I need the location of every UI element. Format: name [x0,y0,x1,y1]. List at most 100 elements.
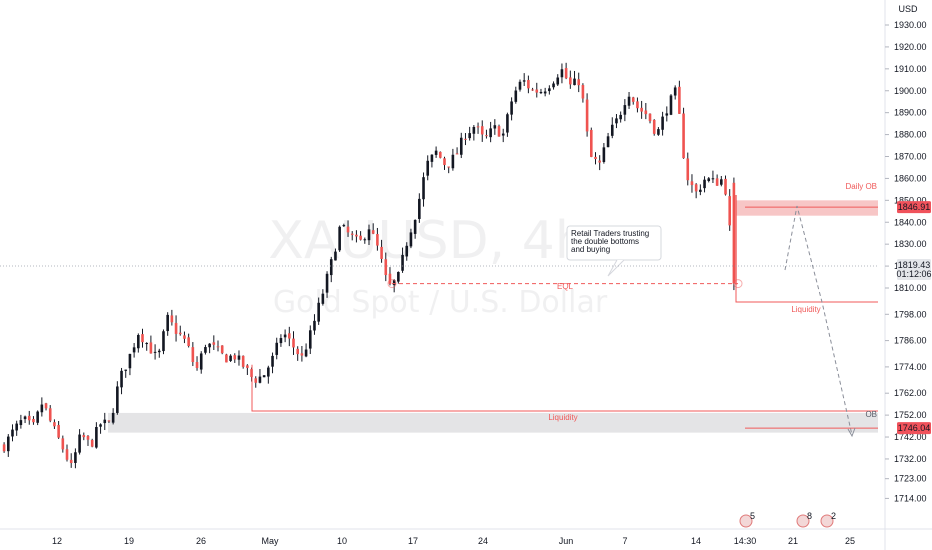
candle-body [233,355,237,360]
candle [48,405,52,423]
candle [648,113,652,124]
candle-body [86,435,90,440]
candle-body [535,89,539,93]
candle [581,83,585,103]
candle-body [606,136,610,148]
candle [128,353,132,376]
candle [598,155,601,171]
candle [602,143,606,164]
y-tick-label: 1798.00 [894,309,927,319]
candle-body [686,158,690,181]
candle-body [237,355,241,360]
candle [485,129,488,139]
y-tick-label: 1742.00 [894,432,927,442]
candle-body [451,154,455,169]
x-tick-label: 24 [478,536,488,546]
x-tick-label: 19 [124,536,134,546]
x-tick-label: 10 [337,536,347,546]
y-tick-label: 1774.00 [894,362,927,372]
candle-body [644,110,648,115]
candle [271,352,274,374]
candle-body [107,420,111,422]
candle-body [405,245,409,257]
currency-label: USD [898,4,918,14]
candle-body [271,355,274,367]
candle-body [321,293,325,304]
current-price-label-text: 1819.43 [898,260,931,270]
candle [103,412,107,431]
candle [594,152,597,165]
candle-body [623,105,627,115]
y-tick-label: 1830.00 [894,239,927,249]
y-tick-label: 1752.00 [894,410,927,420]
x-tick-label: 14 [691,536,701,546]
candle [246,364,249,376]
candle-body [657,129,660,135]
candle [623,99,627,122]
candle [665,106,669,122]
candle [267,365,270,384]
candle [573,70,576,86]
candle [61,435,65,453]
candle-body [40,404,44,413]
candle-body [439,151,442,158]
price-axis[interactable]: 1714.00 1723.00 1732.00 1742.00 1752.00 1762.… [884,0,932,550]
candle-body [485,135,488,137]
candle [686,152,690,186]
candle-body [673,87,677,96]
candle [606,132,610,148]
candle-body [392,280,396,286]
candle [258,368,262,384]
candle [346,220,350,237]
candle-body [615,118,618,124]
candle [170,309,174,326]
flag-icon [820,514,834,528]
candle-body [82,435,86,438]
candle-body [15,423,18,431]
candle [99,423,102,434]
zones-layer [108,200,878,433]
time-axis[interactable]: 12 19 26 May 10 17 24 Jun 7 14 14:30 21 25 [0,528,932,546]
candle [497,124,501,137]
candle-body [552,83,555,88]
candle [552,81,555,90]
candle [669,94,673,116]
candle-body [711,178,715,180]
candle [300,345,304,362]
callout-box [566,225,662,261]
candle-body [728,196,732,226]
candle [11,424,14,442]
ob-price-label: 1846.91 [897,201,931,214]
candle-body [124,369,128,371]
candle-body [334,251,337,261]
y-tick-label: 1850.00 [894,195,927,205]
candle [32,416,35,425]
candle-body [199,353,203,370]
candle-body [610,124,614,136]
candle [329,256,333,283]
ob-label: OB [865,410,877,419]
candle-body [27,415,31,421]
candle-body [443,158,446,166]
candle-body [254,378,258,383]
candle-body [279,338,283,344]
candle [199,351,203,374]
candle [652,119,656,136]
candle-body [157,350,161,353]
candle-body [699,189,702,192]
candle [279,334,283,347]
candle [359,231,362,241]
candle-body [384,259,388,276]
projection-path [784,205,853,436]
daily-ob-label: Daily OB [845,182,877,191]
x-tick-label: Jun [559,536,574,546]
candle [569,70,572,89]
candle [137,333,140,353]
candle-body [111,412,115,423]
candle [90,438,94,448]
candle [132,343,136,358]
candle-body [388,273,392,284]
candle [40,397,44,417]
current-price-label-text: 01:12:06 [896,269,931,279]
